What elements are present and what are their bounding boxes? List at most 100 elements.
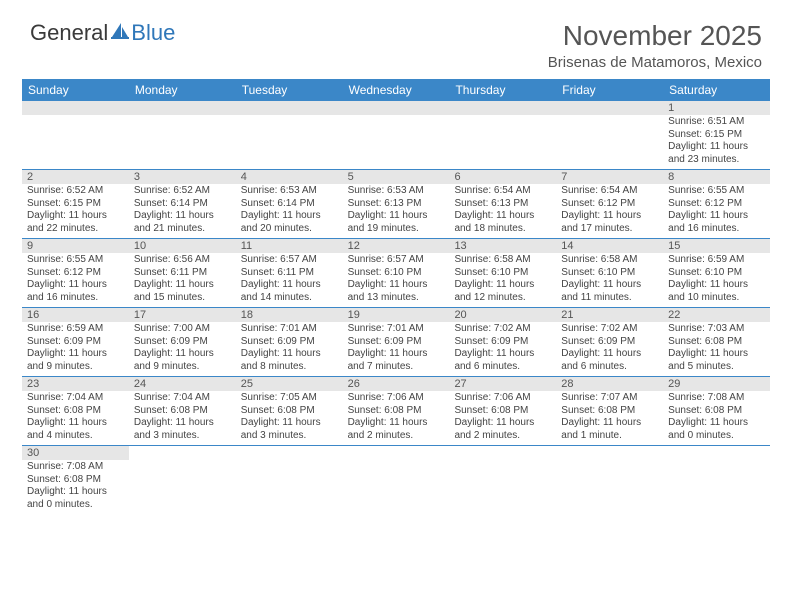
day-line: Sunrise: 6:57 AM — [348, 254, 445, 267]
day-body: Sunrise: 7:08 AMSunset: 6:08 PMDaylight:… — [22, 460, 129, 514]
day-number — [22, 101, 129, 115]
day-line: Sunset: 6:15 PM — [27, 198, 124, 211]
day-body: Sunrise: 7:02 AMSunset: 6:09 PMDaylight:… — [449, 322, 556, 376]
day-number: 13 — [449, 239, 556, 253]
day-number: 12 — [343, 239, 450, 253]
title-block: November 2025 Brisenas de Matamoros, Mex… — [548, 20, 762, 71]
day-line: Daylight: 11 hours and 3 minutes. — [241, 417, 338, 442]
day-body: Sunrise: 6:51 AMSunset: 6:15 PMDaylight:… — [663, 115, 770, 169]
day-line: Sunrise: 6:56 AM — [134, 254, 231, 267]
day-number: 1 — [663, 101, 770, 115]
day-line: Sunrise: 6:58 AM — [561, 254, 658, 267]
day-number — [556, 446, 663, 460]
day-line: Sunrise: 6:58 AM — [454, 254, 551, 267]
day-number: 24 — [129, 377, 236, 391]
day-cell: 25Sunrise: 7:05 AMSunset: 6:08 PMDayligh… — [236, 377, 343, 445]
day-number — [129, 446, 236, 460]
day-line: Sunrise: 6:57 AM — [241, 254, 338, 267]
day-line: Sunset: 6:10 PM — [561, 267, 658, 280]
day-line: Sunset: 6:08 PM — [348, 405, 445, 418]
week-row: 16Sunrise: 6:59 AMSunset: 6:09 PMDayligh… — [22, 308, 770, 377]
day-number: 16 — [22, 308, 129, 322]
day-body — [343, 460, 450, 512]
day-cell: 19Sunrise: 7:01 AMSunset: 6:09 PMDayligh… — [343, 308, 450, 376]
day-body — [236, 115, 343, 167]
day-line: Daylight: 11 hours and 3 minutes. — [134, 417, 231, 442]
day-cell: 23Sunrise: 7:04 AMSunset: 6:08 PMDayligh… — [22, 377, 129, 445]
day-body: Sunrise: 7:06 AMSunset: 6:08 PMDaylight:… — [449, 391, 556, 445]
day-body — [236, 460, 343, 512]
day-body: Sunrise: 7:04 AMSunset: 6:08 PMDaylight:… — [22, 391, 129, 445]
day-line: Sunset: 6:08 PM — [134, 405, 231, 418]
day-line: Sunset: 6:12 PM — [561, 198, 658, 211]
day-line: Daylight: 11 hours and 18 minutes. — [454, 210, 551, 235]
day-cell — [449, 446, 556, 514]
day-cell — [236, 446, 343, 514]
day-line: Sunset: 6:11 PM — [134, 267, 231, 280]
day-line: Sunrise: 6:53 AM — [348, 185, 445, 198]
day-cell: 3Sunrise: 6:52 AMSunset: 6:14 PMDaylight… — [129, 170, 236, 238]
day-body: Sunrise: 6:59 AMSunset: 6:10 PMDaylight:… — [663, 253, 770, 307]
day-line: Daylight: 11 hours and 22 minutes. — [27, 210, 124, 235]
day-line: Sunrise: 7:04 AM — [27, 392, 124, 405]
day-cell: 28Sunrise: 7:07 AMSunset: 6:08 PMDayligh… — [556, 377, 663, 445]
day-cell — [129, 446, 236, 514]
day-cell: 11Sunrise: 6:57 AMSunset: 6:11 PMDayligh… — [236, 239, 343, 307]
day-body: Sunrise: 6:58 AMSunset: 6:10 PMDaylight:… — [449, 253, 556, 307]
day-number — [556, 101, 663, 115]
day-cell: 13Sunrise: 6:58 AMSunset: 6:10 PMDayligh… — [449, 239, 556, 307]
day-body: Sunrise: 6:59 AMSunset: 6:09 PMDaylight:… — [22, 322, 129, 376]
day-cell: 4Sunrise: 6:53 AMSunset: 6:14 PMDaylight… — [236, 170, 343, 238]
day-line: Sunset: 6:14 PM — [241, 198, 338, 211]
day-line: Sunset: 6:09 PM — [134, 336, 231, 349]
day-cell — [556, 446, 663, 514]
day-line: Sunrise: 6:55 AM — [668, 185, 765, 198]
day-line: Daylight: 11 hours and 4 minutes. — [27, 417, 124, 442]
day-line: Sunset: 6:09 PM — [241, 336, 338, 349]
day-number — [343, 446, 450, 460]
day-number — [236, 446, 343, 460]
day-cell: 22Sunrise: 7:03 AMSunset: 6:08 PMDayligh… — [663, 308, 770, 376]
day-line: Daylight: 11 hours and 12 minutes. — [454, 279, 551, 304]
day-number: 9 — [22, 239, 129, 253]
sail-icon — [110, 20, 130, 46]
day-cell: 12Sunrise: 6:57 AMSunset: 6:10 PMDayligh… — [343, 239, 450, 307]
day-cell — [129, 101, 236, 169]
day-line: Sunrise: 6:52 AM — [27, 185, 124, 198]
day-body: Sunrise: 6:54 AMSunset: 6:13 PMDaylight:… — [449, 184, 556, 238]
day-line: Sunrise: 6:59 AM — [27, 323, 124, 336]
day-line: Daylight: 11 hours and 20 minutes. — [241, 210, 338, 235]
day-body: Sunrise: 6:53 AMSunset: 6:14 PMDaylight:… — [236, 184, 343, 238]
day-line: Sunset: 6:08 PM — [561, 405, 658, 418]
day-body: Sunrise: 6:58 AMSunset: 6:10 PMDaylight:… — [556, 253, 663, 307]
day-body: Sunrise: 6:57 AMSunset: 6:10 PMDaylight:… — [343, 253, 450, 307]
day-line: Daylight: 11 hours and 2 minutes. — [454, 417, 551, 442]
day-cell: 27Sunrise: 7:06 AMSunset: 6:08 PMDayligh… — [449, 377, 556, 445]
day-line: Daylight: 11 hours and 11 minutes. — [561, 279, 658, 304]
day-body: Sunrise: 7:05 AMSunset: 6:08 PMDaylight:… — [236, 391, 343, 445]
day-line: Sunset: 6:08 PM — [27, 405, 124, 418]
day-number: 11 — [236, 239, 343, 253]
day-body — [343, 115, 450, 167]
day-line: Daylight: 11 hours and 6 minutes. — [561, 348, 658, 373]
day-header: Wednesday — [343, 79, 450, 101]
day-number: 14 — [556, 239, 663, 253]
day-line: Daylight: 11 hours and 8 minutes. — [241, 348, 338, 373]
day-body: Sunrise: 7:03 AMSunset: 6:08 PMDaylight:… — [663, 322, 770, 376]
day-body: Sunrise: 7:00 AMSunset: 6:09 PMDaylight:… — [129, 322, 236, 376]
day-line: Daylight: 11 hours and 2 minutes. — [348, 417, 445, 442]
day-line: Sunrise: 7:07 AM — [561, 392, 658, 405]
day-cell: 6Sunrise: 6:54 AMSunset: 6:13 PMDaylight… — [449, 170, 556, 238]
day-cell: 30Sunrise: 7:08 AMSunset: 6:08 PMDayligh… — [22, 446, 129, 514]
day-line: Daylight: 11 hours and 1 minute. — [561, 417, 658, 442]
weeks-container: 1Sunrise: 6:51 AMSunset: 6:15 PMDaylight… — [22, 101, 770, 514]
day-line: Sunrise: 7:02 AM — [454, 323, 551, 336]
day-line: Sunrise: 6:54 AM — [454, 185, 551, 198]
day-cell: 24Sunrise: 7:04 AMSunset: 6:08 PMDayligh… — [129, 377, 236, 445]
day-line: Sunset: 6:13 PM — [348, 198, 445, 211]
day-line: Sunset: 6:10 PM — [454, 267, 551, 280]
day-cell: 2Sunrise: 6:52 AMSunset: 6:15 PMDaylight… — [22, 170, 129, 238]
day-cell — [449, 101, 556, 169]
day-number: 5 — [343, 170, 450, 184]
day-line: Sunrise: 7:06 AM — [348, 392, 445, 405]
